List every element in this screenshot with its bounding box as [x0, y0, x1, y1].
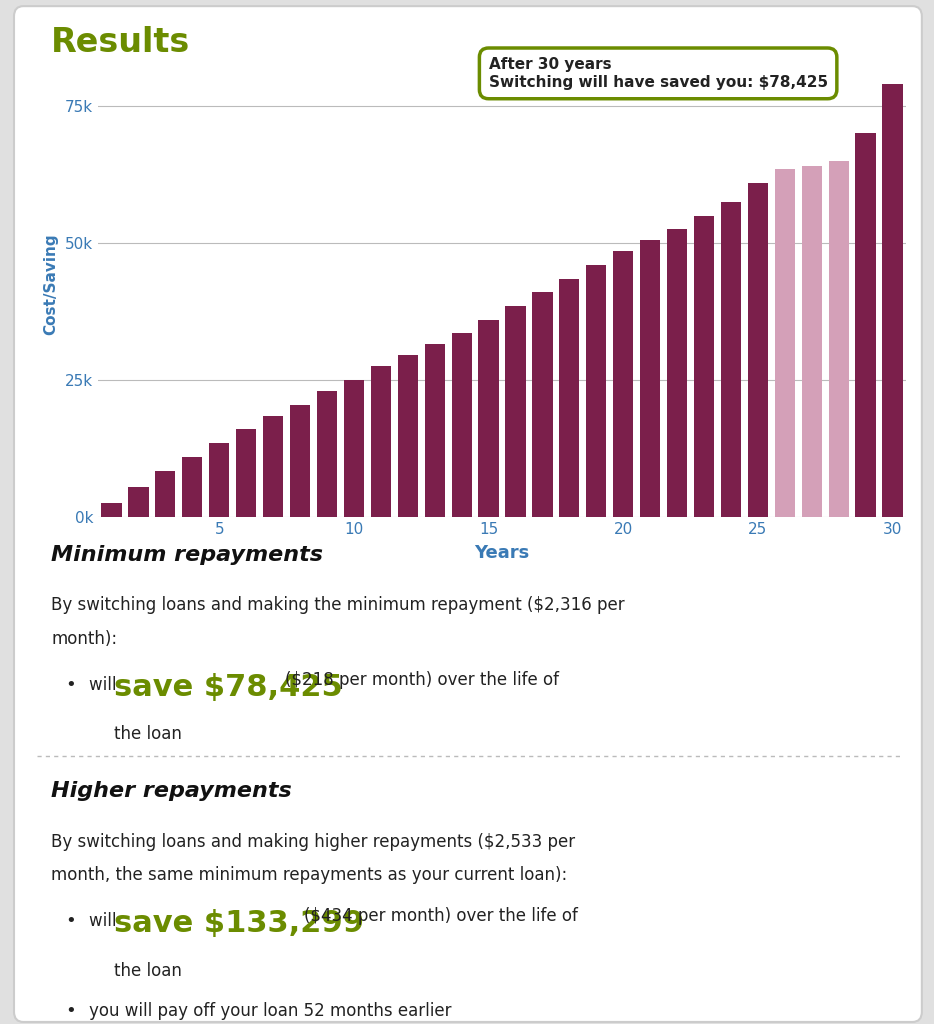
- X-axis label: Years: Years: [474, 544, 530, 562]
- Bar: [236, 429, 256, 517]
- Bar: [883, 84, 902, 517]
- Bar: [451, 334, 472, 517]
- Text: ($434 per month) over the life of: ($434 per month) over the life of: [304, 907, 577, 926]
- Text: •: •: [65, 912, 77, 931]
- Bar: [587, 265, 606, 517]
- Bar: [182, 457, 203, 517]
- Bar: [505, 306, 526, 517]
- Text: you will pay off your loan 52 months earlier: you will pay off your loan 52 months ear…: [89, 1002, 451, 1021]
- Bar: [694, 216, 715, 517]
- Text: save $133,299: save $133,299: [114, 909, 364, 938]
- Text: Higher repayments: Higher repayments: [51, 781, 292, 802]
- Bar: [801, 166, 822, 517]
- Text: After 30 years
Switching will have saved you: $78,425: After 30 years Switching will have saved…: [488, 57, 828, 89]
- Bar: [856, 133, 876, 517]
- Bar: [613, 251, 633, 517]
- Text: •: •: [65, 676, 77, 694]
- Text: save $78,425: save $78,425: [114, 673, 343, 701]
- Bar: [532, 293, 553, 517]
- Bar: [559, 279, 579, 517]
- Bar: [774, 169, 795, 517]
- Bar: [640, 241, 660, 517]
- Text: the loan: the loan: [114, 962, 182, 980]
- Bar: [155, 471, 176, 517]
- Text: ($218 per month) over the life of: ($218 per month) over the life of: [285, 671, 559, 689]
- Bar: [748, 182, 768, 517]
- Bar: [478, 319, 499, 517]
- Text: Minimum repayments: Minimum repayments: [51, 545, 323, 565]
- Text: By switching loans and making the minimum repayment ($2,316 per: By switching loans and making the minimu…: [51, 596, 625, 614]
- Text: the loan: the loan: [114, 725, 182, 743]
- Bar: [371, 367, 391, 517]
- Text: By switching loans and making higher repayments ($2,533 per: By switching loans and making higher rep…: [51, 833, 575, 851]
- Text: Results: Results: [51, 26, 191, 58]
- Bar: [209, 443, 230, 517]
- Bar: [263, 416, 283, 517]
- Text: •: •: [65, 1002, 77, 1021]
- Bar: [828, 161, 849, 517]
- Text: will: will: [89, 912, 121, 931]
- Bar: [317, 391, 337, 517]
- Bar: [344, 380, 364, 517]
- Bar: [398, 355, 417, 517]
- Text: will: will: [89, 676, 121, 694]
- Bar: [128, 487, 149, 517]
- Text: month, the same minimum repayments as your current loan):: month, the same minimum repayments as yo…: [51, 866, 568, 885]
- Bar: [721, 202, 741, 517]
- Text: month):: month):: [51, 630, 118, 648]
- Bar: [290, 404, 310, 517]
- Bar: [425, 344, 445, 517]
- Y-axis label: Cost/Saving: Cost/Saving: [43, 233, 58, 335]
- Bar: [667, 229, 687, 517]
- Bar: [102, 504, 121, 517]
